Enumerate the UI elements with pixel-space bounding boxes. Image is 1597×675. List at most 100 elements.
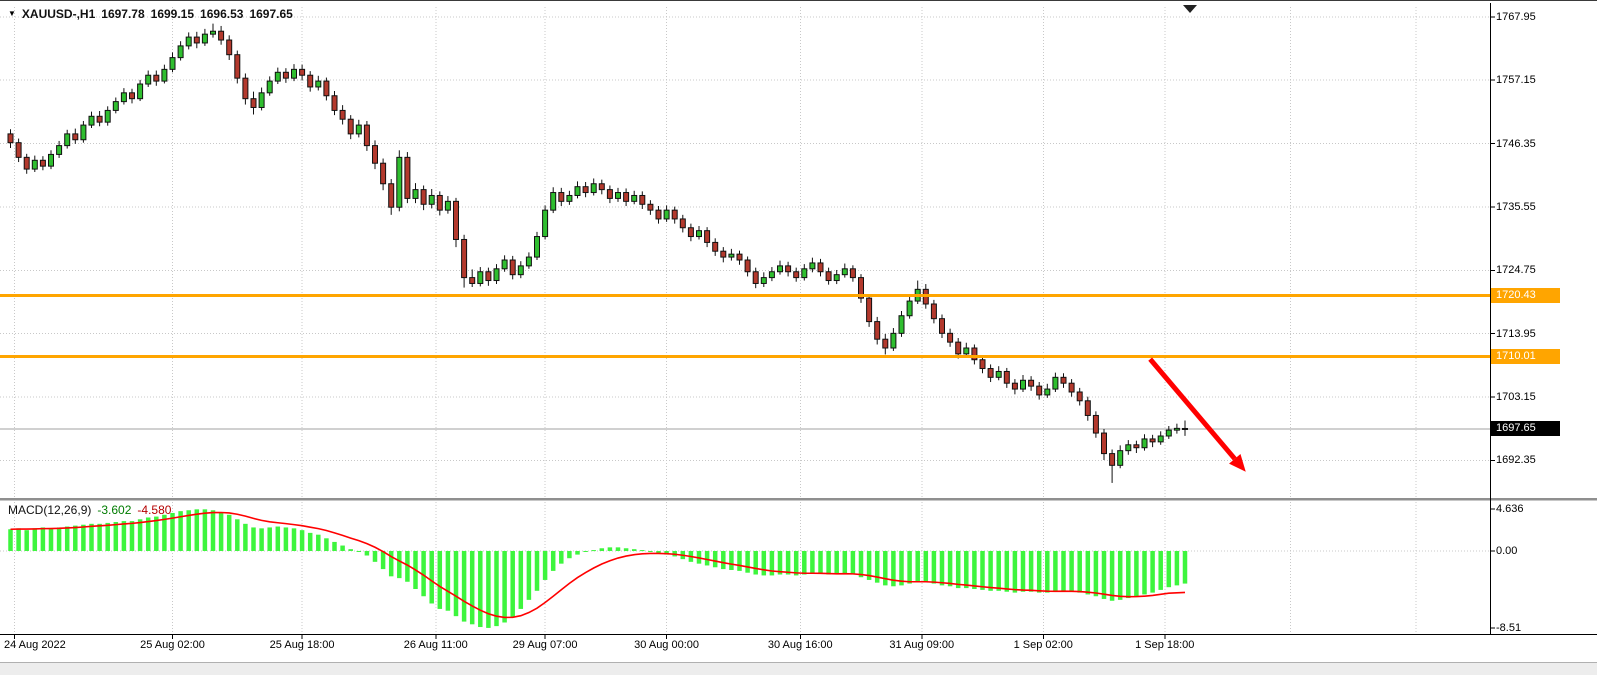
price-tick-label: 1713.95	[1496, 327, 1536, 340]
candle-up	[120, 92, 127, 103]
macd-histogram-bar	[275, 526, 281, 551]
price-axis[interactable]	[1491, 1, 1597, 634]
macd-histogram-bar	[1134, 550, 1139, 597]
macd-histogram-bar	[777, 550, 783, 575]
macd-histogram-bar	[623, 548, 629, 551]
macd-histogram-bar	[607, 547, 613, 551]
macd-histogram-bar	[923, 550, 929, 582]
candle-down	[858, 277, 864, 299]
candle-down	[825, 271, 832, 282]
candle-up	[444, 200, 451, 211]
macd-histogram-bar	[599, 548, 605, 551]
macd-histogram-bar	[291, 528, 297, 551]
time-axis-label: 1 Sep 02:00	[1013, 639, 1073, 651]
macd-histogram-bar	[56, 527, 62, 551]
macd-histogram-bar	[810, 550, 815, 574]
trend-arrow-head-icon[interactable]	[1229, 453, 1246, 472]
trend-arrow-shaft[interactable]	[1148, 357, 1237, 461]
time-axis-label: 30 Aug 00:00	[634, 639, 700, 651]
time-axis-label: 25 Aug 18:00	[269, 639, 335, 651]
macd-histogram-bar	[729, 550, 734, 570]
candle-up	[112, 101, 119, 111]
symbol-timeframe-label: XAUUSD-,H1	[21, 7, 96, 21]
macd-histogram-bar	[340, 545, 345, 551]
candle-up	[177, 45, 184, 59]
candle-up	[890, 332, 897, 349]
candle-up	[833, 274, 840, 282]
candle-down	[509, 259, 516, 276]
candle-up	[412, 189, 419, 199]
macd-histogram-bar	[1077, 550, 1082, 593]
candle-up	[1173, 427, 1180, 431]
candle-down	[947, 332, 954, 343]
candle-up	[590, 183, 597, 194]
candle-down	[339, 109, 346, 120]
candle-down	[453, 200, 459, 240]
candle-down	[1003, 370, 1010, 384]
candle-up	[525, 256, 532, 267]
chart-title: ▼ XAUUSD-,H1 1697.78 1699.15 1696.53 169…	[8, 7, 293, 21]
candle-down	[1028, 379, 1035, 387]
candle-down	[461, 238, 468, 279]
macd-histogram-bar	[469, 550, 475, 625]
macd-histogram-bar	[826, 550, 831, 575]
macd-histogram-bar	[866, 550, 872, 580]
candle-down	[323, 80, 330, 97]
candle-down	[720, 250, 727, 258]
candle-down	[15, 142, 22, 158]
candle-up	[501, 259, 508, 270]
candle-up	[104, 109, 111, 123]
macd-histogram-bar	[615, 547, 621, 551]
candle-down	[647, 203, 654, 211]
macd-histogram-bar	[704, 550, 710, 566]
candle-down	[1101, 432, 1107, 455]
macd-histogram-bar	[891, 550, 896, 587]
candle-down	[639, 194, 646, 205]
symbol-dropdown-icon[interactable]: ▼	[8, 9, 16, 18]
macd-histogram-bar	[785, 550, 791, 575]
macd-histogram-bar	[16, 528, 21, 551]
macd-histogram-bar	[380, 550, 386, 570]
macd-histogram-bar	[737, 550, 742, 571]
macd-histogram-bar	[129, 521, 135, 551]
macd-histogram-bar	[745, 550, 750, 573]
candle-up	[355, 124, 362, 135]
candle-down	[1076, 391, 1083, 402]
macd-histogram-bar	[1020, 550, 1026, 592]
candle-up	[315, 80, 322, 88]
macd-histogram-bar	[1158, 550, 1163, 590]
candle-down	[1036, 385, 1043, 396]
candle-down	[655, 209, 662, 220]
candle-up	[80, 124, 87, 141]
time-axis-label: 24 Aug 2022	[4, 639, 66, 651]
macd-histogram-bar	[988, 550, 993, 591]
candle-down	[1068, 382, 1075, 393]
macd-histogram-bar	[1085, 550, 1091, 595]
candle-up	[396, 156, 403, 208]
candle-down	[129, 92, 135, 100]
macd-histogram-bar	[210, 510, 216, 551]
macd-histogram-bar	[1028, 550, 1034, 592]
candle-down	[679, 218, 686, 229]
candle-up	[809, 262, 816, 270]
candle-up	[266, 80, 273, 94]
candle-down	[882, 338, 889, 349]
macd-histogram-bar	[356, 550, 362, 552]
time-axis-label: 1 Sep 18:00	[1135, 639, 1195, 651]
shift-marker-icon[interactable]	[1183, 5, 1197, 13]
macd-histogram-bar	[113, 522, 119, 551]
macd-histogram-bar	[850, 550, 856, 575]
macd-histogram-bar	[1109, 550, 1115, 601]
window-bottom-strip	[0, 663, 1597, 675]
macd-histogram-bar	[1004, 550, 1010, 592]
price-tick-label: 1767.95	[1496, 10, 1536, 23]
macd-indicator-label: MACD(12,26,9) -3.602 -4.580	[8, 503, 171, 517]
macd-histogram-bar	[267, 527, 272, 551]
time-axis-label: 25 Aug 02:00	[140, 639, 205, 651]
pane-separator[interactable]	[0, 498, 1597, 501]
macd-signal-value-label: -4.580	[137, 503, 172, 517]
candle-up	[760, 277, 767, 284]
macd-histogram-bar	[105, 522, 110, 551]
